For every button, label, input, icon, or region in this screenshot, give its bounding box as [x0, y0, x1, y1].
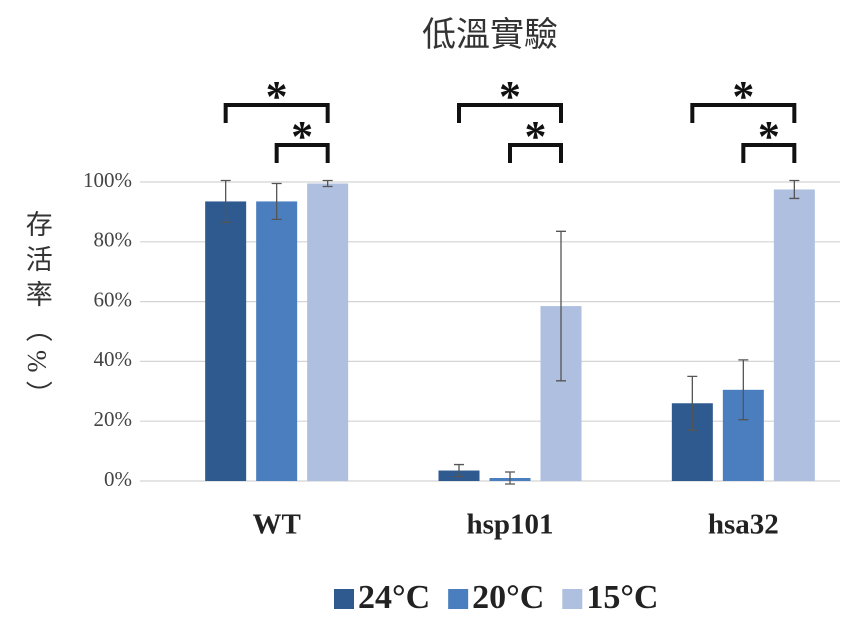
significance-star: * [732, 72, 754, 121]
y-tick-label: 40% [94, 347, 133, 371]
bar [256, 201, 298, 481]
legend-swatch [448, 589, 469, 609]
chart-title: 低溫實驗 [422, 16, 558, 54]
significance-bracket [690, 103, 797, 123]
y-axis-label: 存活率（%） [22, 210, 53, 416]
significance-bracket [223, 103, 330, 123]
legend-label: 15°C [586, 579, 658, 616]
significance-bracket [274, 143, 330, 163]
error-bar [789, 179, 800, 200]
error-bar [687, 375, 698, 431]
y-tick-label: 0% [104, 467, 132, 491]
y-tick-label: 20% [94, 407, 133, 431]
x-tick-label: WT [252, 509, 300, 541]
significance-bracket [508, 143, 563, 163]
legend-swatch [562, 589, 583, 609]
x-tick-label: hsa32 [708, 509, 779, 541]
significance-star: * [266, 72, 288, 121]
bar [307, 183, 349, 481]
significance-bracket [457, 103, 563, 123]
legend-swatch [334, 589, 354, 609]
y-tick-label: 80% [94, 228, 133, 252]
legend-label: 24°C [358, 579, 430, 616]
error-bar [271, 182, 282, 221]
y-tick-label: 100% [83, 168, 132, 192]
y-tick-label: 60% [94, 287, 133, 311]
legend-label: 20°C [472, 579, 544, 616]
bar [773, 189, 815, 481]
significance-bracket [741, 143, 797, 163]
significance-star: * [291, 112, 313, 161]
significance-star: * [525, 112, 547, 161]
error-bar [322, 179, 333, 188]
error-bar [738, 359, 749, 421]
error-bar [220, 179, 231, 224]
error-bar [454, 463, 464, 478]
error-bar [556, 230, 566, 382]
bar [205, 201, 247, 481]
significance-star: * [499, 72, 521, 121]
x-tick-label: hsp101 [466, 509, 553, 541]
error-bar [505, 471, 515, 485]
significance-star: * [758, 112, 780, 161]
